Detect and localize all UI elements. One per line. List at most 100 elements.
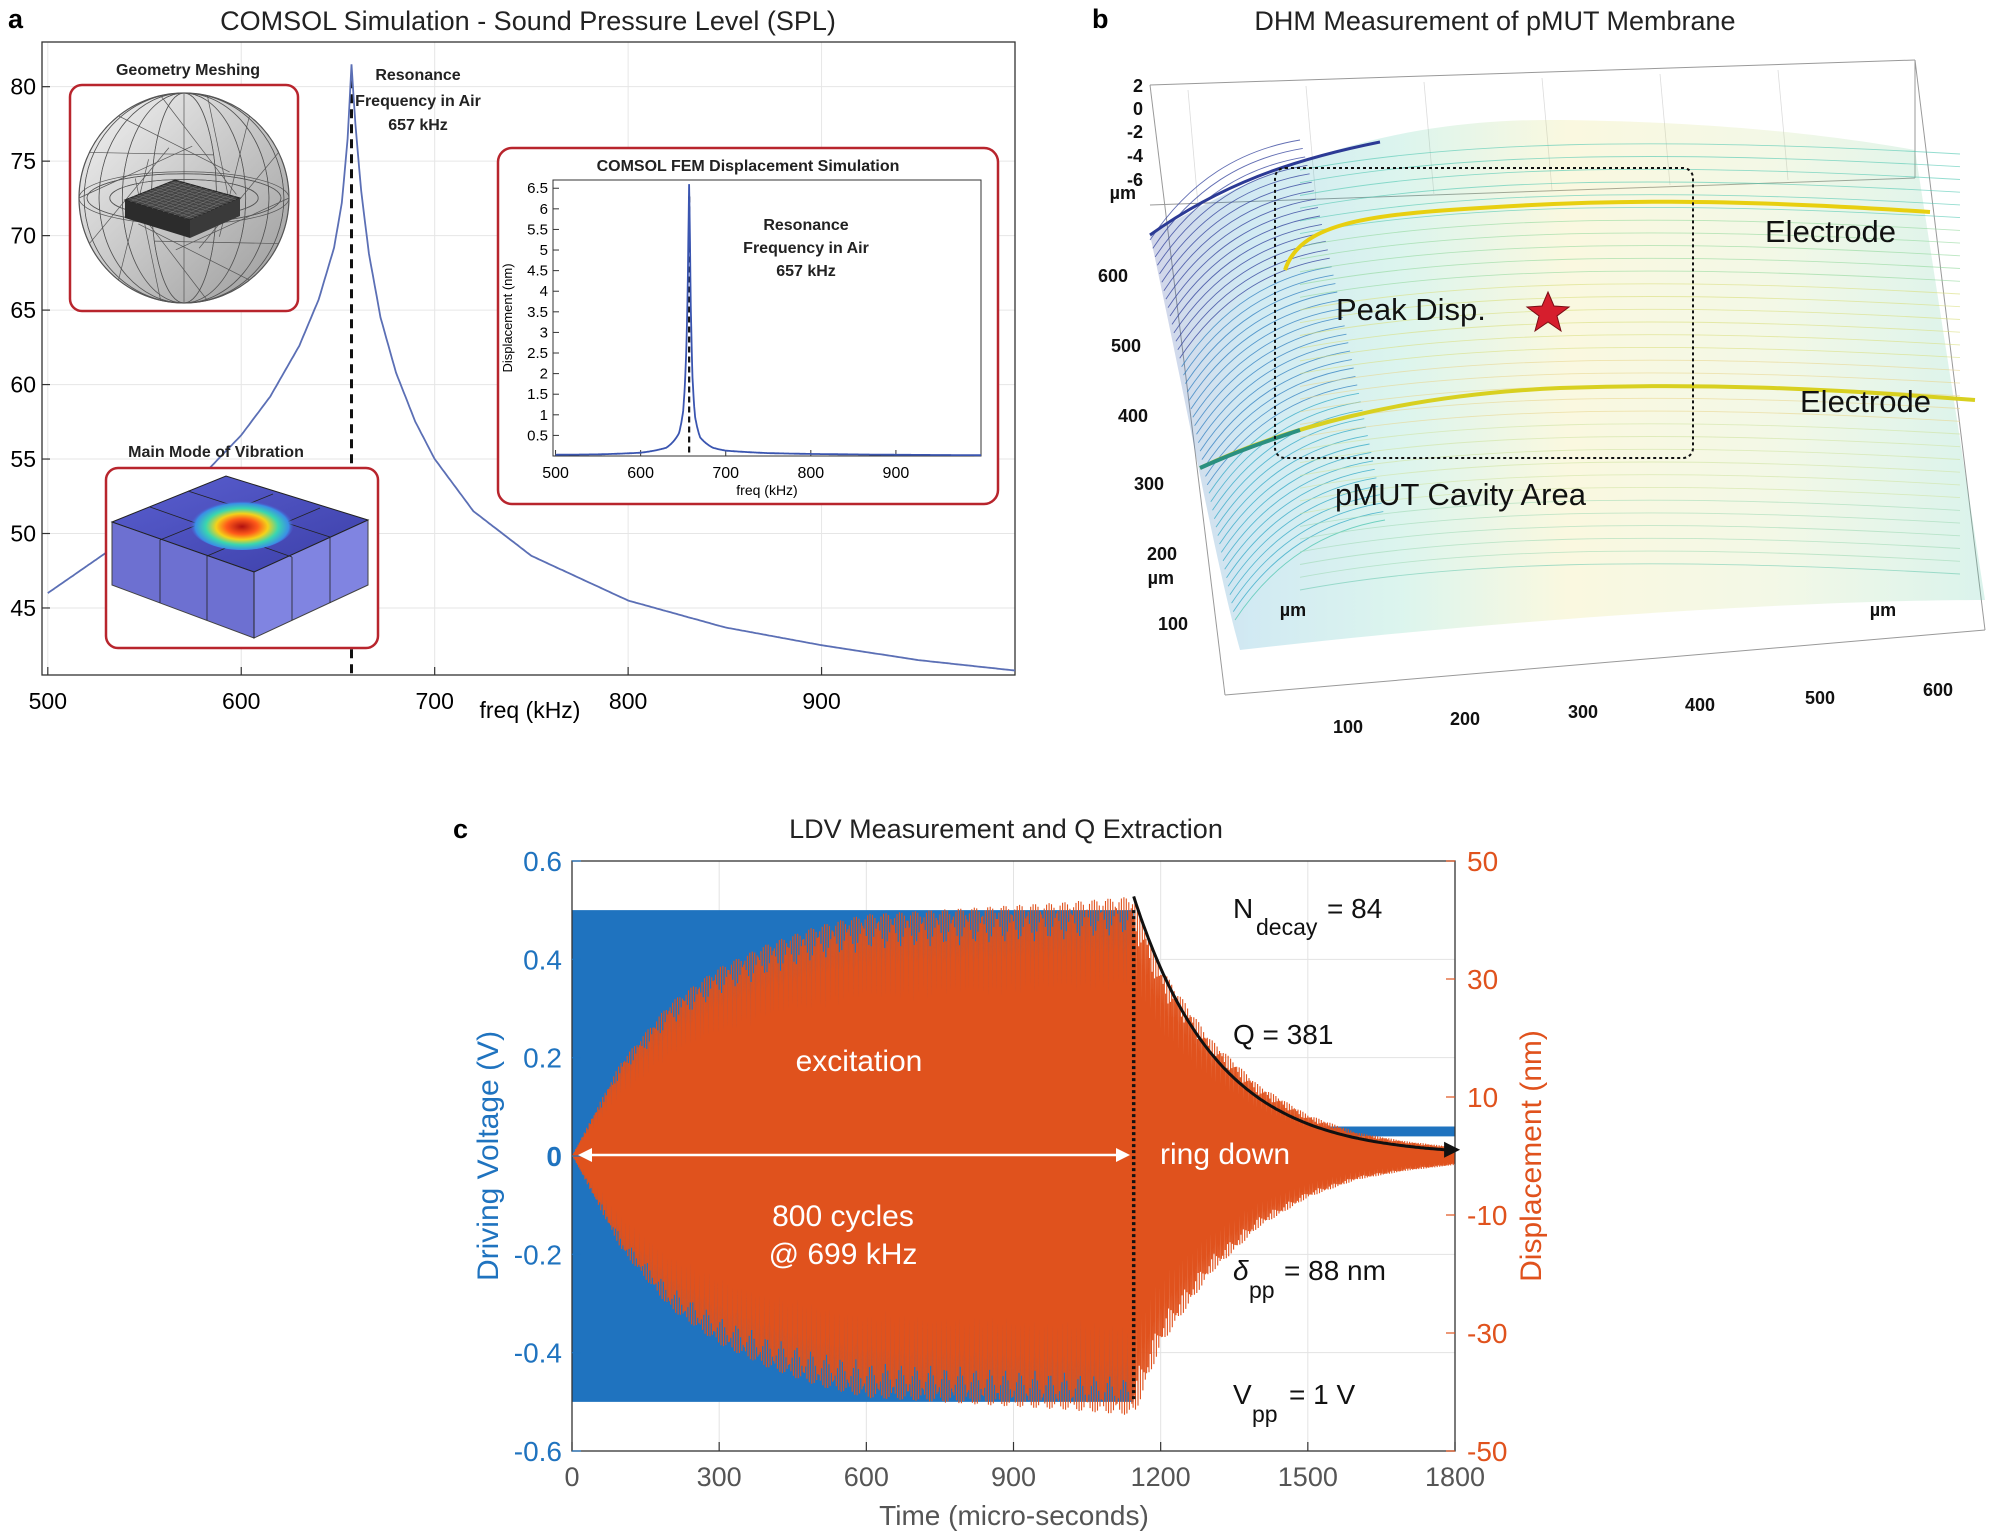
z-tick: 0 xyxy=(1133,99,1143,119)
panel-c-x-ticks: 0 300 600 900 1200 1500 1800 xyxy=(564,1442,1485,1492)
panel-c-letter: c xyxy=(453,814,468,844)
panel-a-axes-box xyxy=(41,41,1016,676)
panel-a-resonance-line2: Frequency in Air xyxy=(355,93,481,110)
excitation-label: excitation xyxy=(796,1045,923,1078)
decay-envelope-arrow xyxy=(1132,895,1446,1152)
mesh-block xyxy=(123,179,242,238)
left-y-tick-label: -0.4 xyxy=(514,1338,562,1369)
y-tick: 400 xyxy=(1118,406,1148,426)
right-y-tick-label: 30 xyxy=(1467,964,1498,995)
panel-a: a COMSOL Simulation - Sound Pressure Lev… xyxy=(8,4,1016,723)
cavity-area-label: pMUT Cavity Area xyxy=(1335,477,1587,512)
mode-displacement-hotspot xyxy=(190,498,294,550)
inset-fem-y-ticks: 0.5 1 1.5 2 2.5 3 3.5 4 4.5 5 5.5 6 6.5 xyxy=(527,180,559,444)
x-tick-label: 700 xyxy=(415,688,453,714)
inset-fem-resonance-line3: 657 kHz xyxy=(776,263,836,280)
x-tick-label: 500 xyxy=(29,688,67,714)
z-tick: -6 xyxy=(1127,170,1143,190)
y-tick-label: 75 xyxy=(10,148,36,174)
left-y-tick-label: 0.2 xyxy=(523,1043,562,1074)
delta-subscript: pp xyxy=(1249,1277,1275,1303)
panel-b-x-ticks: 100 200 300 400 500 600 µm µm xyxy=(1280,600,1953,737)
z-tick: -4 xyxy=(1127,146,1143,166)
decay-arrowhead-icon xyxy=(1444,1141,1461,1158)
y-tick: 600 xyxy=(1098,266,1128,286)
y-tick: 300 xyxy=(1134,474,1164,494)
inset-y-tick-label: 4.5 xyxy=(527,263,548,280)
n-decay-subscript: decay xyxy=(1256,914,1318,940)
x-tick-label: 1200 xyxy=(1131,1462,1191,1492)
panel-b-z-ticks: 2 0 -2 -4 -6 µm xyxy=(1110,76,1143,203)
panel-c-right-y-ticks: -50 -30 -10 10 30 50 xyxy=(1446,846,1507,1467)
panel-a-resonance-line1: Resonance xyxy=(375,67,460,84)
x-tick-label: 600 xyxy=(844,1462,889,1492)
x-tick-label: 1500 xyxy=(1278,1462,1338,1492)
right-y-tick-label: -50 xyxy=(1467,1436,1507,1467)
x-tick: 200 xyxy=(1450,709,1480,729)
delta-value: = 88 nm xyxy=(1284,1255,1386,1286)
ring-down-label: ring down xyxy=(1160,1138,1290,1171)
y-tick-label: 80 xyxy=(10,74,36,100)
panel-b-letter: b xyxy=(1092,4,1109,34)
cycles-label: 800 cycles xyxy=(772,1200,914,1233)
peak-star-icon xyxy=(1525,290,1571,333)
q-value: Q = 381 xyxy=(1233,1019,1333,1050)
panel-b-y-ticks: 600 500 400 300 200 µm 100 xyxy=(1098,266,1188,634)
x-tick: 500 xyxy=(1805,688,1835,708)
mesh-triangulation xyxy=(78,92,290,304)
panel-a-resonance-label: Resonance Frequency in Air 657 kHz xyxy=(355,67,481,134)
y-tick-label: 65 xyxy=(10,297,36,323)
n-decay-symbol: N xyxy=(1233,893,1253,924)
inset-y-tick-label: 6.5 xyxy=(527,180,548,197)
inset-fem-xlabel: freq (kHz) xyxy=(736,482,797,498)
x-tick: 100 xyxy=(1333,717,1363,737)
vpp-subscript: pp xyxy=(1252,1401,1278,1427)
panel-c-xlabel: Time (micro-seconds) xyxy=(879,1500,1149,1531)
x-tick: 600 xyxy=(1923,680,1953,700)
inset-fem-ylabel: Displacement (nm) xyxy=(500,263,515,372)
right-y-tick-label: 50 xyxy=(1467,846,1498,877)
inset-y-tick-label: 5.5 xyxy=(527,221,548,238)
inset-x-tick-label: 900 xyxy=(883,465,910,482)
cavity-area-box xyxy=(1274,167,1694,459)
inset-x-tick-label: 600 xyxy=(627,465,654,482)
inset-fem-resonance-line2: Frequency in Air xyxy=(743,240,869,257)
inset-y-tick-label: 0.5 xyxy=(527,427,548,444)
z-tick: -2 xyxy=(1127,122,1143,142)
inset-x-tick-label: 500 xyxy=(542,465,569,482)
y-tick-label: 60 xyxy=(10,372,36,398)
x-tick-label: 800 xyxy=(609,688,647,714)
panel-c-title: LDV Measurement and Q Extraction xyxy=(789,814,1223,844)
n-decay-value: = 84 xyxy=(1327,893,1382,924)
vpp-symbol: V xyxy=(1233,1379,1252,1410)
inset-y-tick-label: 2.5 xyxy=(527,345,548,362)
y-tick-label: 45 xyxy=(10,595,36,621)
y-tick: 100 xyxy=(1158,614,1188,634)
electrode-line-top xyxy=(1283,199,1931,271)
panel-a-y-ticks: 45 50 55 60 65 70 75 80 xyxy=(10,74,50,621)
inset-x-tick-label: 800 xyxy=(797,465,824,482)
inset-fem-resonance-line1: Resonance xyxy=(763,217,848,234)
inset-y-tick-label: 1.5 xyxy=(527,386,548,403)
x-tick-label: 900 xyxy=(991,1462,1036,1492)
z-unit: µm xyxy=(1110,183,1136,203)
inset-y-tick-label: 4 xyxy=(540,283,548,300)
inset-mode-title: Main Mode of Vibration xyxy=(128,444,304,461)
panel-b-title: DHM Measurement of pMUT Membrane xyxy=(1254,6,1735,36)
electrode-top-label: Electrode xyxy=(1765,214,1896,249)
right-y-tick-label: -10 xyxy=(1467,1200,1507,1231)
membrane-contour-lines xyxy=(1149,139,1961,621)
y-tick-label: 50 xyxy=(10,521,36,547)
panel-c-stats: N decay = 84 Q = 381 δ pp = 88 nm V pp =… xyxy=(1233,893,1386,1427)
inset-fem-x-ticks: 500 600 700 800 900 xyxy=(542,450,909,482)
x-tick: 400 xyxy=(1685,695,1715,715)
x-tick-label: 600 xyxy=(222,688,260,714)
left-y-tick-label: -0.2 xyxy=(514,1239,562,1270)
y-tick-label: 55 xyxy=(10,446,36,472)
cycles-double-arrow xyxy=(578,1148,1130,1162)
inset-fem-curve xyxy=(555,184,981,457)
y-tick-label: 70 xyxy=(10,223,36,249)
frequency-label: @ 699 kHz xyxy=(769,1238,918,1271)
y-tick: 200 xyxy=(1147,544,1177,564)
